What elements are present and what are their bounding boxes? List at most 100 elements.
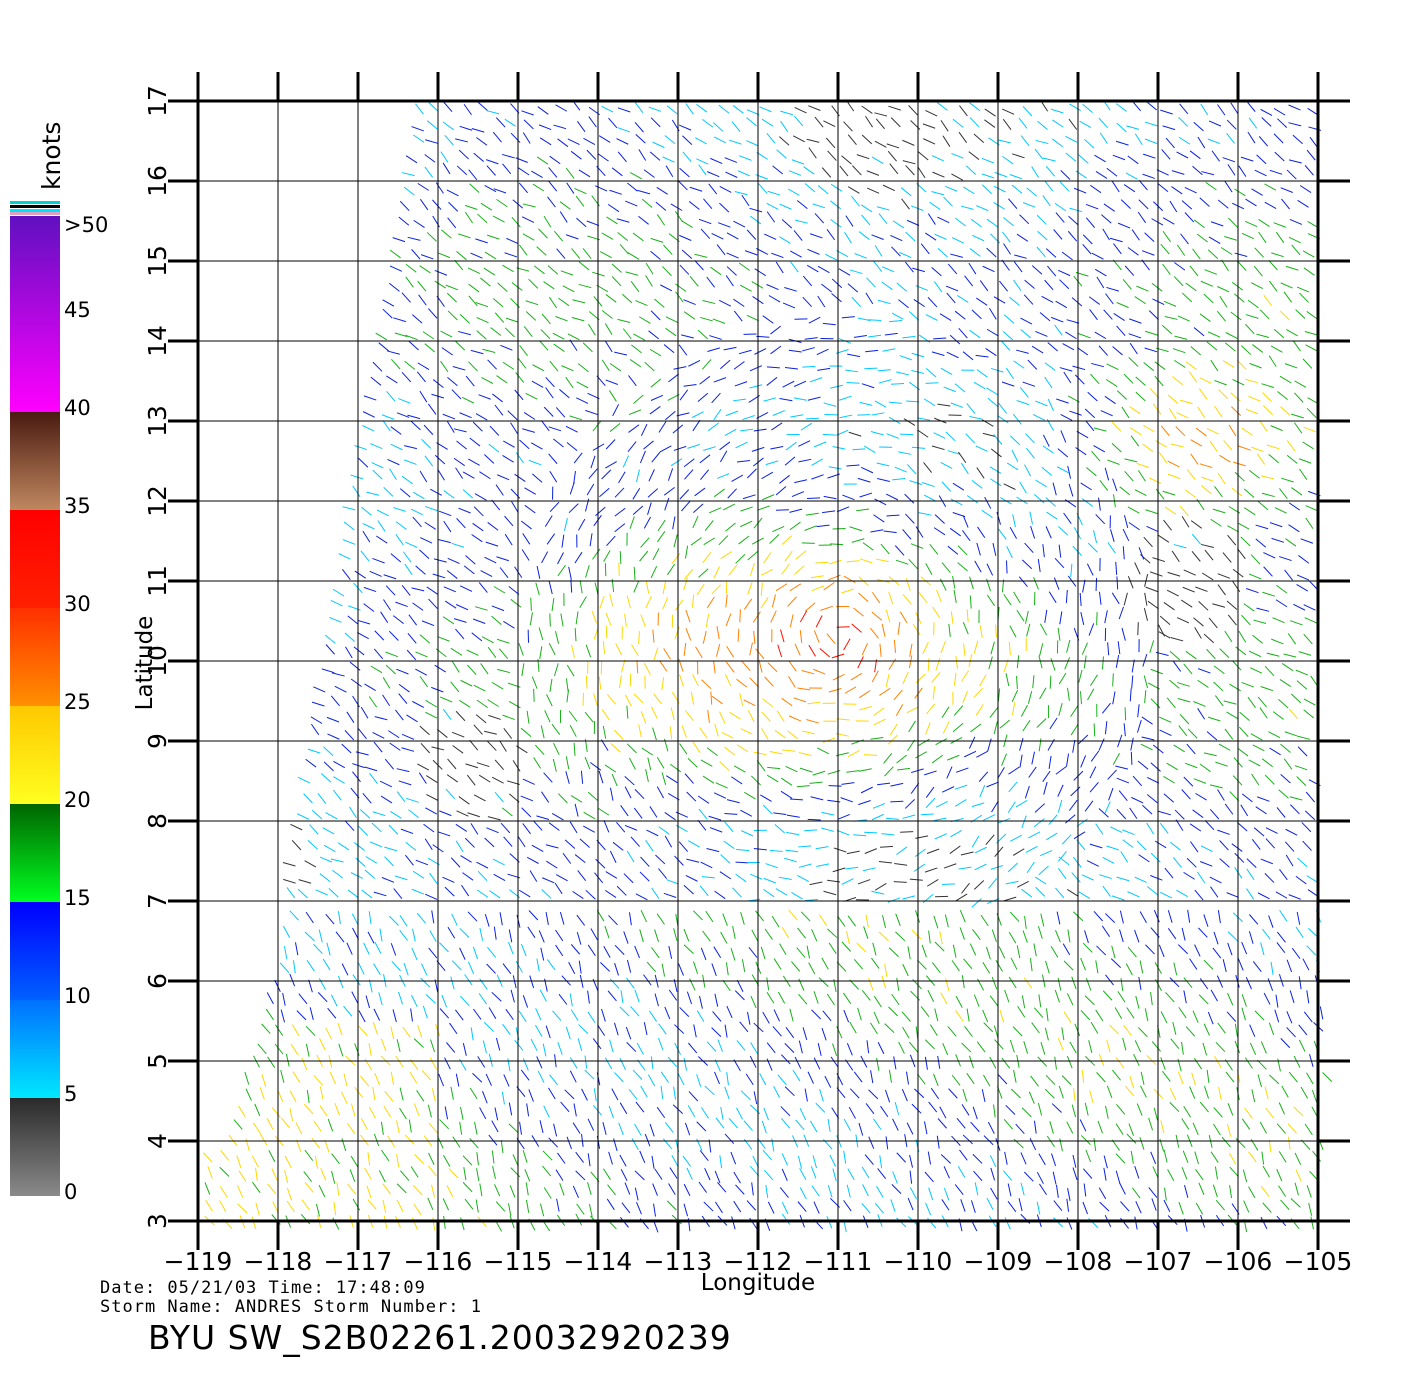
wind-vector <box>682 1155 692 1167</box>
wind-vector <box>730 948 736 961</box>
wind-vector <box>802 296 813 308</box>
wind-vector <box>603 946 611 958</box>
wind-vector <box>1216 975 1224 988</box>
wind-vector <box>601 105 614 113</box>
wind-vector <box>442 413 456 420</box>
wind-vector <box>1047 398 1054 412</box>
wind-vector <box>587 791 599 802</box>
wind-vector <box>441 347 453 356</box>
wind-vector <box>1289 796 1303 801</box>
wind-vector <box>1117 641 1121 655</box>
wind-vector <box>1109 237 1123 243</box>
wind-vector <box>650 310 661 321</box>
wind-vector <box>875 558 889 563</box>
wind-vector <box>318 929 323 943</box>
wind-vector <box>637 1059 646 1071</box>
wind-vector <box>612 404 620 417</box>
wind-vector <box>486 827 499 834</box>
wind-vector <box>417 763 430 771</box>
wind-vector <box>914 1088 925 1099</box>
wind-vector <box>997 688 1001 702</box>
wind-vector <box>391 960 401 972</box>
wind-vector <box>364 766 378 772</box>
wind-vector <box>1009 296 1020 306</box>
wind-vector <box>890 1199 896 1212</box>
wind-vector <box>1134 296 1146 305</box>
wind-vector <box>205 1199 213 1212</box>
wind-vector <box>665 316 678 323</box>
wind-vector <box>847 283 859 293</box>
wind-vector <box>1008 198 1018 209</box>
wind-vector <box>352 771 361 783</box>
wind-vector <box>813 1201 820 1214</box>
wind-vector <box>1093 723 1096 737</box>
wind-vector <box>1294 765 1308 771</box>
wind-vector <box>510 989 515 1003</box>
wind-vector <box>494 1107 499 1121</box>
wind-vector <box>991 976 998 990</box>
latitude-tick-label: 17 <box>143 85 172 117</box>
wind-vector <box>656 186 668 195</box>
wind-vector <box>1000 340 1011 351</box>
wind-vector <box>469 739 479 751</box>
colorbar-label: 5 <box>64 1082 77 1106</box>
wind-vector <box>519 439 530 450</box>
wind-vector <box>649 406 661 415</box>
wind-vector <box>799 1187 807 1200</box>
wind-vector <box>1266 444 1280 450</box>
wind-vector <box>594 185 608 192</box>
wind-vector <box>906 1122 914 1135</box>
wind-vector <box>1167 1169 1175 1182</box>
wind-vector <box>879 1155 883 1169</box>
wind-vector <box>1290 804 1300 815</box>
wind-vector <box>1119 486 1131 496</box>
wind-vector <box>1244 1107 1253 1119</box>
wind-vector <box>368 696 378 708</box>
wind-vector <box>531 676 538 689</box>
wind-vector <box>1013 254 1027 259</box>
colorbar-band <box>10 706 60 804</box>
colorbar-band <box>10 902 60 1000</box>
wind-vector <box>776 149 787 159</box>
wind-vector <box>1080 957 1086 971</box>
wind-vector <box>1181 515 1190 528</box>
wind-vector <box>292 1071 301 1083</box>
wind-vector <box>564 1089 575 1100</box>
wind-vector <box>340 1091 348 1104</box>
wind-vector <box>443 101 453 112</box>
wind-vector <box>765 1184 769 1198</box>
wind-vector <box>1177 315 1190 322</box>
wind-vector <box>289 910 299 921</box>
wind-vector <box>629 359 642 368</box>
wind-vector <box>969 329 981 339</box>
wind-vector <box>724 812 738 815</box>
wind-vector <box>487 816 501 821</box>
wind-vector <box>656 913 665 925</box>
wind-vector <box>664 1121 674 1133</box>
wind-vector <box>552 332 565 340</box>
wind-vector <box>635 469 640 483</box>
wind-vector <box>1181 200 1193 210</box>
wind-vector <box>419 470 428 483</box>
wind-vector <box>424 505 438 512</box>
wind-vector <box>405 334 418 341</box>
wind-vector <box>268 1150 276 1163</box>
wind-vector <box>1137 470 1146 482</box>
wind-vector <box>1197 406 1206 419</box>
wind-vector <box>925 563 933 576</box>
wind-vector <box>1236 822 1248 832</box>
wind-vector <box>719 711 726 724</box>
wind-vector <box>1193 219 1205 229</box>
wind-vector <box>1217 584 1226 596</box>
wind-vector <box>566 689 570 703</box>
wind-vector <box>447 376 458 387</box>
wind-vector <box>640 423 648 437</box>
wind-vector <box>1025 433 1035 444</box>
wind-vector <box>723 346 737 351</box>
wind-vector <box>1283 758 1293 770</box>
wind-vector <box>920 243 930 255</box>
wind-vector <box>1112 478 1118 492</box>
wind-vector <box>877 1041 885 1055</box>
wind-vector <box>1252 344 1264 353</box>
wind-vector <box>650 250 661 260</box>
